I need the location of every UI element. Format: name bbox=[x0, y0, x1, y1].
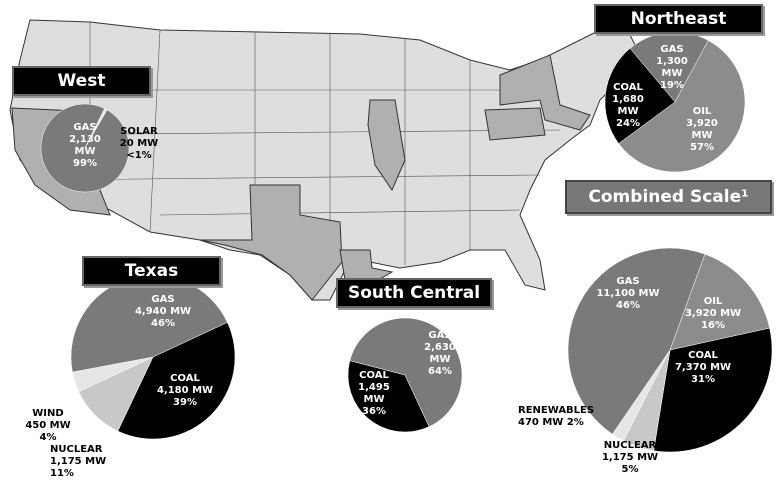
state-pennsylvania bbox=[484, 107, 546, 141]
banner-south-central-title: South Central bbox=[347, 283, 481, 303]
label-ne-oil: OIL 3,920 MW 57% bbox=[686, 106, 718, 153]
label-combined-gas: GAS 11,100 MW 46% bbox=[596, 276, 660, 311]
banner-combined-title: Combined Scale¹ bbox=[588, 187, 749, 207]
banner-northeast: Northeast bbox=[594, 4, 763, 34]
label-combined-nuclear: NUCLEAR 1,175 MW 5% bbox=[601, 440, 659, 475]
pie-slice-west-solar bbox=[84, 108, 108, 149]
banner-northeast-title: Northeast bbox=[630, 9, 727, 29]
label-sc-coal: COAL 1,495 MW 36% bbox=[358, 370, 390, 417]
state-new-york-new-england bbox=[499, 54, 591, 131]
pie-slice-combined-scale--oil bbox=[669, 253, 770, 351]
label-texas-nuclear: NUCLEAR 1,175 MW 11% bbox=[50, 444, 107, 479]
pie-slice-west-gas bbox=[40, 103, 130, 193]
label-texas-wind: WIND 450 MW 4% bbox=[25, 408, 71, 443]
label-ne-coal: COAL 1,680 MW 24% bbox=[612, 82, 644, 129]
state-illinois bbox=[367, 99, 406, 192]
label-sc-gas: GAS 2,630 MW 64% bbox=[424, 330, 456, 377]
pie-slice-texas-coal bbox=[117, 322, 236, 440]
banner-texas-title: Texas bbox=[124, 261, 179, 281]
pie-slice-northeast-coal bbox=[604, 48, 676, 144]
label-ne-gas: GAS 1,300 MW 19% bbox=[656, 44, 688, 91]
label-combined-renewables: RENEWABLES 470 MW 2% bbox=[518, 405, 595, 428]
label-combined-coal: COAL 7,370 MW 31% bbox=[674, 350, 732, 385]
label-combined-oil: OIL 3,920 MW 16% bbox=[684, 296, 742, 331]
banner-west-title: West bbox=[57, 71, 106, 91]
banner-west: West bbox=[12, 66, 151, 96]
pie-slice-combined-scale--coal bbox=[653, 327, 773, 453]
banner-combined-scale: Combined Scale¹ bbox=[565, 180, 772, 214]
banner-texas: Texas bbox=[82, 256, 221, 286]
pie-slice-combined-scale--gas bbox=[567, 247, 706, 435]
pie-slice-south-central-gas bbox=[349, 317, 463, 427]
label-west-gas: GAS 2,130 MW 99% bbox=[69, 122, 101, 169]
label-west-solar: SOLAR 20 MW <1% bbox=[119, 126, 159, 161]
pie-slice-south-central-coal bbox=[347, 360, 430, 433]
banner-south-central: South Central bbox=[336, 278, 492, 308]
label-texas-gas: GAS 4,940 MW 46% bbox=[134, 294, 192, 329]
state-texas bbox=[199, 184, 343, 301]
pie-slice-northeast-oil bbox=[618, 40, 746, 173]
label-texas-coal: COAL 4,180 MW 39% bbox=[156, 373, 214, 408]
